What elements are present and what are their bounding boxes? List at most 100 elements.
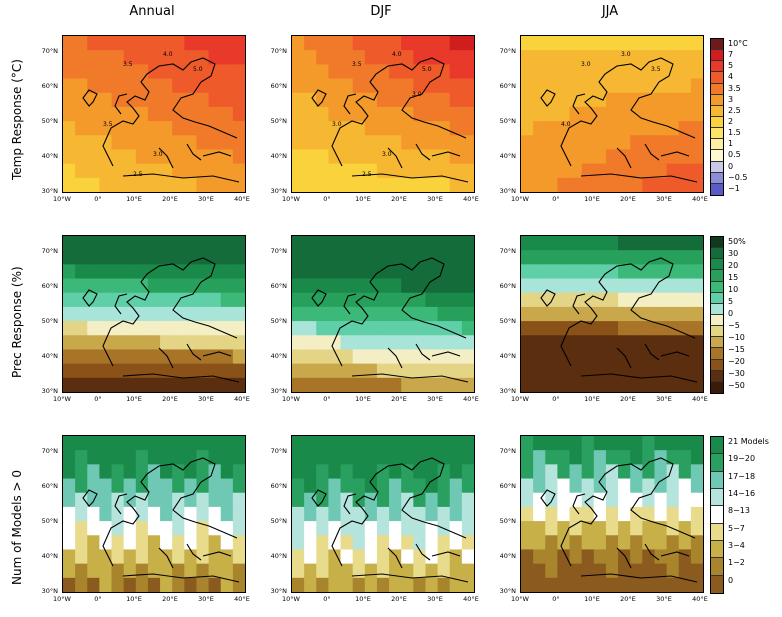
lon-label: 0° xyxy=(94,195,102,203)
colorbar-label: 20 xyxy=(728,261,739,270)
colorbar-swatch xyxy=(711,314,723,327)
lat-label: 30°N xyxy=(270,587,287,595)
colorbar-swatch xyxy=(711,488,723,507)
colorbar-label: 3.5 xyxy=(728,83,741,93)
colorbar-swatch xyxy=(711,506,723,524)
colorbar-swatch xyxy=(711,381,723,393)
lat-label: 40°N xyxy=(499,152,516,160)
map-prec-djf xyxy=(291,235,475,393)
colorbar-swatch xyxy=(711,237,723,249)
lat-label: 40°N xyxy=(41,152,58,160)
lon-label: 10°E xyxy=(584,395,600,403)
colorbar-label: 0 xyxy=(728,161,734,171)
colorbar-label: 5−7 xyxy=(728,523,745,533)
lat-label: 50°N xyxy=(41,517,58,525)
row-label-prec: Prec Response (%) xyxy=(10,266,24,378)
coastline xyxy=(82,457,240,583)
colorbar-swatch xyxy=(711,348,723,360)
colorbar-label: 15 xyxy=(728,273,739,282)
lat-label: 70°N xyxy=(270,447,287,455)
colorbar-swatch xyxy=(711,558,723,576)
lon-label: 0° xyxy=(94,595,102,603)
lat-label: 30°N xyxy=(41,587,58,595)
colorbar-swatch xyxy=(711,248,723,260)
contour-label: 4.0 xyxy=(561,121,571,128)
lat-label: 50°N xyxy=(499,317,516,325)
colorbar-prec xyxy=(710,236,724,394)
lon-label: 10°E xyxy=(584,595,600,603)
lon-label: 10°W xyxy=(53,595,71,603)
colorbar-swatch xyxy=(711,523,723,541)
lat-label: 70°N xyxy=(41,47,58,55)
lon-label: 40°E xyxy=(234,195,250,203)
colorbar-label: 17−18 xyxy=(728,471,756,481)
lat-label: 30°N xyxy=(270,387,287,395)
coastline xyxy=(311,457,469,583)
coastline xyxy=(311,57,469,183)
lon-label: 0° xyxy=(323,195,331,203)
colorbar-swatch xyxy=(711,94,723,106)
lon-label: 40°E xyxy=(463,395,479,403)
colorbar-label: 0 xyxy=(728,309,734,318)
colorbar-label: 3−4 xyxy=(728,541,745,550)
lat-label: 70°N xyxy=(499,447,516,455)
lat-label: 30°N xyxy=(41,187,58,195)
lat-label: 40°N xyxy=(499,552,516,560)
lon-label: 0° xyxy=(94,395,102,403)
colorbar-label: −0.5 xyxy=(728,172,748,182)
coastline xyxy=(540,257,698,383)
lon-label: 30°E xyxy=(427,195,443,203)
lat-label: 50°N xyxy=(270,517,287,525)
lon-label: 0° xyxy=(552,195,560,203)
lat-label: 40°N xyxy=(270,352,287,360)
map-temp-djf: 3.5 4.0 5.0 3.0 3.0 2.5 3.0 xyxy=(291,35,475,193)
lat-label: 30°N xyxy=(499,187,516,195)
lat-label: 50°N xyxy=(499,117,516,125)
lon-label: 30°E xyxy=(198,595,214,603)
lat-label: 60°N xyxy=(270,82,287,90)
lat-label: 30°N xyxy=(270,187,287,195)
colorbar-swatch xyxy=(711,50,723,62)
colorbar-label: −20 xyxy=(728,357,745,366)
contour-label: 5.0 xyxy=(193,66,203,73)
lon-label: 10°W xyxy=(511,395,529,403)
lon-label: 10°E xyxy=(355,595,371,603)
contour-label: 4.0 xyxy=(392,51,402,58)
colorbar-swatch xyxy=(711,150,723,162)
colorbar-swatch xyxy=(711,292,723,304)
lon-label: 30°E xyxy=(656,395,672,403)
colorbar-label: 7 xyxy=(728,50,734,60)
lon-label: 10°W xyxy=(282,395,300,403)
lon-label: 40°E xyxy=(692,395,708,403)
lat-label: 40°N xyxy=(270,152,287,160)
map-models-annual xyxy=(62,435,246,593)
colorbar-label: 1−2 xyxy=(728,558,745,568)
lon-label: 0° xyxy=(552,395,560,403)
contour-label: 2.5 xyxy=(362,171,372,178)
map-models-djf xyxy=(291,435,475,593)
lon-label: 10°E xyxy=(126,395,142,403)
colorbar-swatch xyxy=(711,337,723,349)
colorbar-swatch xyxy=(711,72,723,84)
colorbar-temp xyxy=(710,38,724,196)
colorbar-label: 4 xyxy=(728,72,734,82)
colorbar-swatch xyxy=(711,454,723,472)
colorbar-label: 14−16 xyxy=(728,489,756,498)
colorbar-label: −15 xyxy=(728,345,745,354)
lat-label: 50°N xyxy=(270,117,287,125)
lat-label: 60°N xyxy=(41,482,58,490)
lon-label: 40°E xyxy=(463,595,479,603)
lat-label: 40°N xyxy=(499,352,516,360)
lat-label: 50°N xyxy=(499,517,516,525)
coastline xyxy=(82,57,240,183)
row-label-temp: Temp Response (°C) xyxy=(10,59,24,180)
lon-label: 20°E xyxy=(391,395,407,403)
lon-label: 30°E xyxy=(427,595,443,603)
column-title-djf: DJF xyxy=(370,4,392,19)
colorbar-swatch xyxy=(711,83,723,95)
lon-label: 40°E xyxy=(692,595,708,603)
lon-label: 10°W xyxy=(53,395,71,403)
colorbar-swatch xyxy=(711,105,723,117)
contour-label: 2.5 xyxy=(133,171,143,178)
contour-label: 3.0 xyxy=(153,151,163,158)
